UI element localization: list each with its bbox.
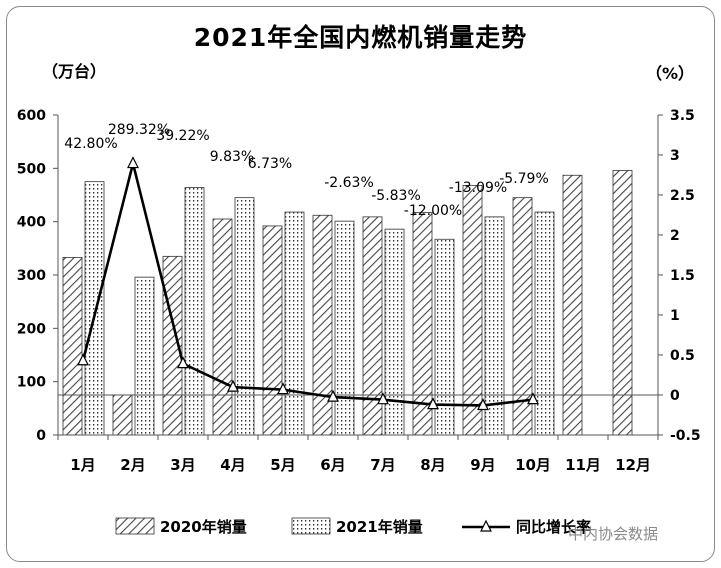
growth-rate-marker: [427, 397, 439, 410]
bar-2021: [184, 187, 205, 436]
growth-rate-marker: [127, 156, 139, 169]
left-axis-unit: （万台）: [42, 62, 107, 81]
left-tick-label: 100: [17, 375, 46, 391]
left-tick-label: 0: [36, 428, 46, 444]
x-tick-label: 8月: [420, 456, 445, 474]
data-label: 9.83%: [210, 149, 254, 165]
left-tick-label: 400: [17, 215, 46, 231]
legend-swatch-2020: [115, 517, 155, 535]
bar-2021: [84, 181, 105, 436]
data-label: -5.83%: [371, 188, 421, 204]
data-label: -2.63%: [324, 175, 374, 191]
bar-2020: [62, 256, 83, 436]
data-label: -13.09%: [449, 180, 507, 196]
data-label: -5.79%: [499, 171, 549, 187]
bar-2021: [534, 211, 555, 436]
growth-rate-marker: [527, 392, 539, 405]
growth-rate-line: [81, 162, 534, 407]
x-tick-label: 3月: [170, 456, 195, 474]
x-tick-label: 6月: [320, 456, 345, 474]
growth-rate-marker: [327, 389, 339, 402]
growth-rate-marker: [227, 379, 239, 392]
x-tick-label: 12月: [615, 456, 651, 474]
data-label: 289.32%: [108, 122, 170, 138]
x-tick-label: 5月: [270, 456, 295, 474]
growth-rate-marker: [477, 398, 489, 411]
legend-label-2020: 2020年销量: [160, 518, 247, 536]
x-tick-label: 2月: [120, 456, 145, 474]
data-label: 39.22%: [156, 128, 209, 144]
left-tick-label: 200: [17, 321, 46, 337]
bar-2020: [312, 214, 333, 436]
x-tick-label: 4月: [220, 456, 245, 474]
bar-2020: [462, 184, 483, 436]
right-tick-label: -0.5: [670, 428, 701, 444]
left-tick-label: 600: [17, 108, 46, 124]
right-tick-label: 0.5: [670, 348, 695, 364]
bar-2020: [262, 225, 283, 436]
x-tick-label: 1月: [70, 456, 95, 474]
chart-title: 2021年全国内燃机销量走势: [193, 23, 528, 52]
data-label: -12.00%: [404, 203, 462, 219]
right-tick-label: 1.5: [670, 268, 695, 284]
legend-marker-rate: [480, 519, 492, 532]
bar-2020: [112, 394, 133, 436]
right-tick-label: 1: [670, 308, 680, 324]
right-tick-label: 2.5: [670, 188, 695, 204]
growth-rate-marker: [377, 392, 389, 405]
bar-2021: [134, 276, 155, 436]
right-tick-label: 0: [670, 388, 680, 404]
legend-swatch-2021: [291, 517, 331, 535]
x-tick-label: 10月: [515, 456, 551, 474]
x-tick-label: 7月: [370, 456, 395, 474]
bar-2021: [334, 220, 355, 436]
right-tick-label: 3.5: [670, 108, 695, 124]
bar-2020: [212, 218, 233, 436]
right-tick-label: 3: [670, 148, 680, 164]
right-tick-label: 2: [670, 228, 680, 244]
left-tick-label: 500: [17, 161, 46, 177]
growth-rate-marker: [177, 356, 189, 369]
bar-2020: [562, 174, 583, 436]
right-axis-unit: （%）: [646, 64, 695, 83]
data-label: 42.80%: [64, 136, 117, 152]
data-label: 6.73%: [248, 156, 292, 172]
growth-rate-marker: [277, 382, 289, 395]
legend-label-2021: 2021年销量: [336, 518, 423, 536]
left-tick-label: 300: [17, 268, 46, 284]
bar-2021: [234, 197, 255, 436]
growth-rate-marker: [77, 353, 89, 366]
legend-label-rate: 同比增长率: [516, 518, 591, 536]
chart-frame: [6, 6, 715, 562]
watermark: 中内协会数据: [568, 525, 659, 543]
x-tick-label: 9月: [470, 456, 495, 474]
x-tick-label: 11月: [565, 456, 601, 474]
bar-2021: [284, 211, 305, 436]
